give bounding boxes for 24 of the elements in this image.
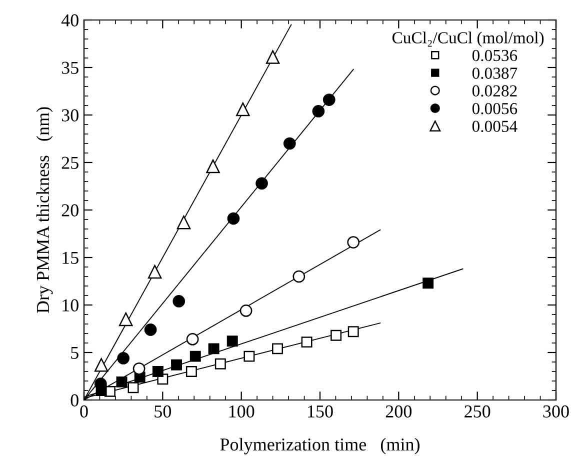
x-tick-label: 250 (464, 405, 490, 418)
y-tick-label: 10 (62, 299, 78, 312)
legend-label: 0.0536 (472, 50, 518, 62)
legend-label: 0.0056 (472, 103, 518, 114)
y-axis-title: Dry PMMA thickness (nm) (36, 107, 53, 314)
x-tick-label: 200 (386, 405, 412, 418)
x-tick-label: 150 (308, 405, 333, 418)
y-tick-label: 30 (62, 109, 78, 122)
y-tick-label: 15 (62, 252, 78, 264)
x-tick-label: 50 (154, 405, 172, 418)
x-axis-title: Polymerization time (min) (220, 438, 420, 454)
x-tick-label: 300 (543, 405, 569, 418)
y-tick-label: 20 (62, 204, 78, 216)
legend-title: CuCl₂/CuCl (mol/mol) (392, 32, 544, 47)
legend-label: 0.0282 (472, 85, 517, 97)
y-tick-label: 25 (62, 156, 78, 169)
legend-label: 0.0387 (472, 68, 518, 79)
y-tick-label: 5 (71, 346, 78, 359)
y-tick-label: 35 (62, 62, 78, 74)
x-tick-label: 0 (80, 405, 88, 418)
y-tick-label: 0 (70, 394, 78, 406)
y-tick-label: 40 (61, 14, 78, 26)
x-tick-label: 100 (229, 405, 254, 418)
legend-label: 0.0054 (472, 120, 518, 132)
